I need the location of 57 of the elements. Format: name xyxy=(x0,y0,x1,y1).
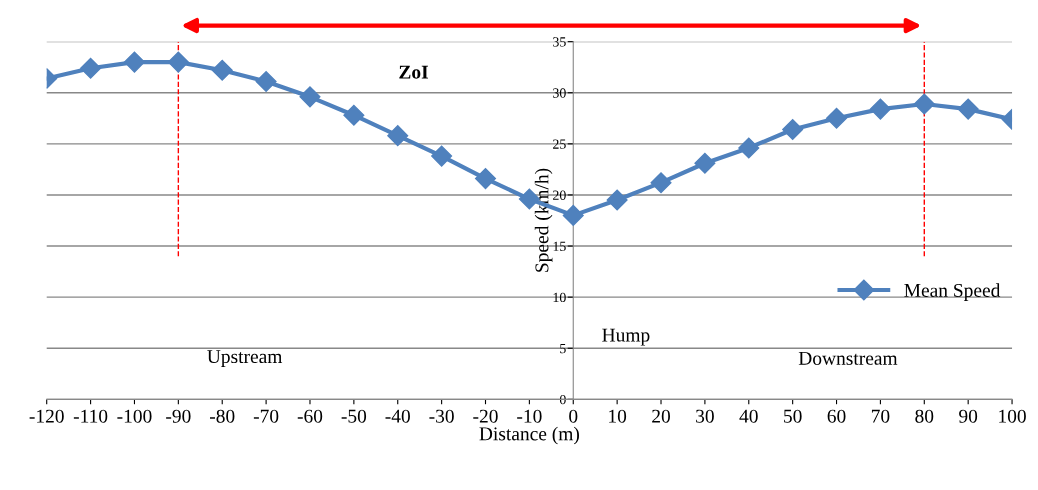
x-axis-title: Distance (m) xyxy=(479,426,580,445)
point xyxy=(913,93,935,115)
point xyxy=(694,152,716,174)
x-tick-label: -100 xyxy=(117,409,152,423)
x-tick-label: -90 xyxy=(166,409,191,423)
x-tick-label: -60 xyxy=(297,409,323,423)
point xyxy=(562,204,584,226)
point xyxy=(255,70,277,93)
point xyxy=(738,137,760,159)
x-tick-label: 70 xyxy=(871,409,890,423)
x-tick-label: -110 xyxy=(73,409,108,423)
point xyxy=(474,168,497,190)
y-axis-title: Speed (km/h) xyxy=(534,168,553,272)
y-tick-label: 5 xyxy=(560,343,566,354)
y-tick-label: 15 xyxy=(553,241,566,252)
x-tick-label: -10 xyxy=(517,409,542,423)
annotation: Hump xyxy=(602,328,650,346)
point xyxy=(123,51,145,73)
point xyxy=(606,189,628,211)
y-tick-label: 35 xyxy=(553,37,566,47)
x-tick-label: 50 xyxy=(784,409,802,423)
point xyxy=(782,119,804,141)
point xyxy=(343,104,365,126)
legend-label: Mean Speed xyxy=(904,283,1001,301)
point xyxy=(167,51,189,73)
x-tick-label: -40 xyxy=(385,409,410,423)
point xyxy=(869,98,891,120)
annotation: Upstream xyxy=(207,350,283,368)
x-tick-label: 10 xyxy=(609,409,627,423)
x-tick-label: -80 xyxy=(209,409,235,423)
x-tick-label: 90 xyxy=(959,409,978,423)
x-tick-label: -20 xyxy=(473,409,498,423)
y-tick-label: 10 xyxy=(553,292,566,303)
x-tick-label: -70 xyxy=(253,409,279,423)
x-tick-label: 30 xyxy=(696,409,714,423)
point xyxy=(299,86,321,108)
annotation: ZoI xyxy=(399,65,429,79)
x-tick-label: 100 xyxy=(999,409,1026,423)
x-tick-label: 80 xyxy=(915,409,934,423)
point xyxy=(431,145,453,167)
annotation: Downstream xyxy=(798,351,898,365)
point xyxy=(211,59,233,81)
x-tick-label: 60 xyxy=(827,409,846,423)
point xyxy=(957,98,979,120)
point xyxy=(826,107,848,129)
y-tick-label: 25 xyxy=(553,139,566,149)
x-tick-label: 20 xyxy=(652,409,670,423)
y-tick-label: 20 xyxy=(553,190,566,200)
point xyxy=(387,125,409,147)
x-tick-label: 40 xyxy=(739,409,758,423)
x-tick-label: -50 xyxy=(341,409,367,423)
x-tick-label: -120 xyxy=(29,409,64,423)
x-tick-label: -30 xyxy=(429,409,454,423)
y-tick-label: 30 xyxy=(553,88,566,98)
x-tick-label: 0 xyxy=(569,409,578,423)
point xyxy=(650,172,672,194)
point xyxy=(80,57,102,79)
